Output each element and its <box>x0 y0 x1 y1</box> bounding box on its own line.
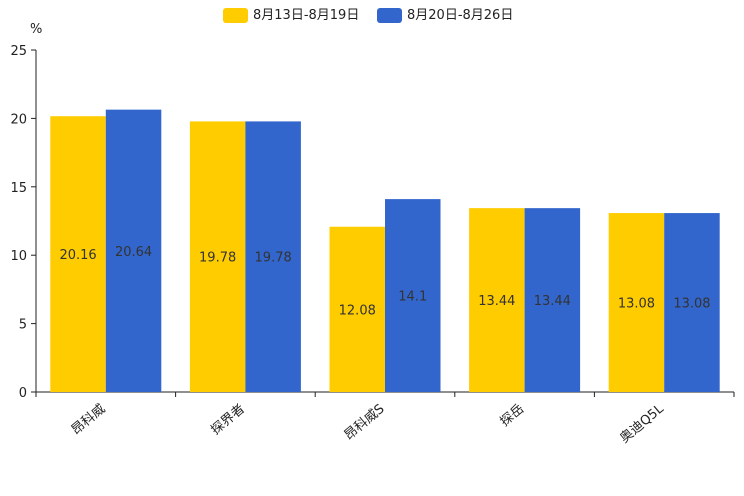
bar-value-label: 13.44 <box>534 294 571 309</box>
bar-value-label: 19.78 <box>199 251 236 266</box>
legend-label-series-1: 8月13日-8月19日 <box>253 8 360 23</box>
y-tick-label: 0 <box>19 386 27 401</box>
bar-1 <box>469 208 525 392</box>
bar-2 <box>105 109 162 392</box>
bar-value-label: 13.08 <box>618 297 655 312</box>
legend-label-series-2: 8月20日-8月26日 <box>407 8 514 23</box>
y-tick-label: 20 <box>10 112 27 127</box>
bar-value-label: 20.16 <box>59 248 96 263</box>
x-tick-label: 奥迪Q5L <box>617 401 667 446</box>
bar-value-label: 20.64 <box>115 245 152 260</box>
bar-value-label: 19.78 <box>255 251 292 266</box>
y-tick-label: 15 <box>10 181 27 196</box>
bar-value-label: 12.08 <box>339 303 376 318</box>
legend-swatch-series-1 <box>223 8 248 23</box>
x-tick-label: 探岳 <box>498 402 528 430</box>
y-tick-label: 5 <box>19 318 27 333</box>
bar-1 <box>329 226 385 392</box>
bar-2 <box>385 199 441 392</box>
bar-value-label: 13.08 <box>673 297 710 312</box>
x-tick-label: 探界者 <box>208 402 248 439</box>
y-tick-label: 10 <box>10 249 27 264</box>
x-tick-label: 昂科威S <box>342 402 388 444</box>
bar-value-label: 14.1 <box>398 290 427 305</box>
legend: 8月13日-8月19日 8月20日-8月26日 <box>0 7 744 27</box>
bar-2 <box>245 121 301 392</box>
y-axis-unit-label: % <box>30 22 42 37</box>
x-tick-label: 昂科威 <box>69 402 109 439</box>
bar-2 <box>524 208 581 392</box>
bar-2 <box>664 213 720 392</box>
legend-swatch-series-2 <box>377 8 402 23</box>
bar-1 <box>50 116 106 393</box>
y-tick-label: 25 <box>10 44 27 59</box>
bar-1 <box>189 121 246 392</box>
bar-value-label: 13.44 <box>478 294 515 309</box>
bar-1 <box>608 213 665 392</box>
